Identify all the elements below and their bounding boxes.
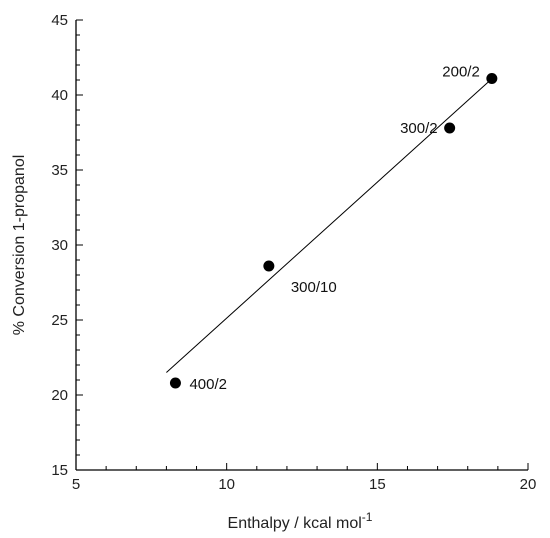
x-tick-label: 10: [218, 476, 235, 493]
x-axis-ticks: 5 10 15 20: [72, 463, 537, 493]
y-tick-label: 15: [51, 462, 68, 479]
y-tick-label: 45: [51, 12, 68, 29]
data-point-label: 300/10: [291, 279, 337, 296]
y-axis-title: % Conversion 1-propanol: [11, 155, 28, 336]
x-tick-label: 20: [520, 476, 537, 493]
data-point: [486, 73, 498, 84]
data-point-label: 400/2: [189, 376, 227, 393]
point-labels: 400/2 300/10 300/2 200/2: [189, 64, 479, 394]
x-axis-title-text: Enthalpy / kcal mol: [228, 515, 362, 532]
data-point: [169, 377, 181, 389]
y-tick-label: 25: [51, 312, 68, 329]
y-axis-ticks: 15 20 25 30 35 40 45: [51, 12, 83, 479]
x-axis-title-superscript: -1: [362, 510, 373, 524]
data-points: [169, 73, 498, 389]
x-axis-title: Enthalpy / kcal mol-1: [228, 510, 373, 532]
trend-line: [166, 81, 490, 373]
data-point-label: 300/2: [400, 120, 438, 137]
x-tick-label: 5: [72, 476, 80, 493]
data-point-label: 200/2: [442, 64, 480, 81]
y-tick-label: 20: [51, 387, 68, 404]
data-point: [444, 122, 456, 134]
y-tick-label: 30: [51, 237, 68, 254]
x-tick-label: 15: [369, 476, 386, 493]
data-point: [263, 260, 275, 272]
y-tick-label: 35: [51, 162, 68, 179]
y-tick-label: 40: [51, 87, 68, 104]
